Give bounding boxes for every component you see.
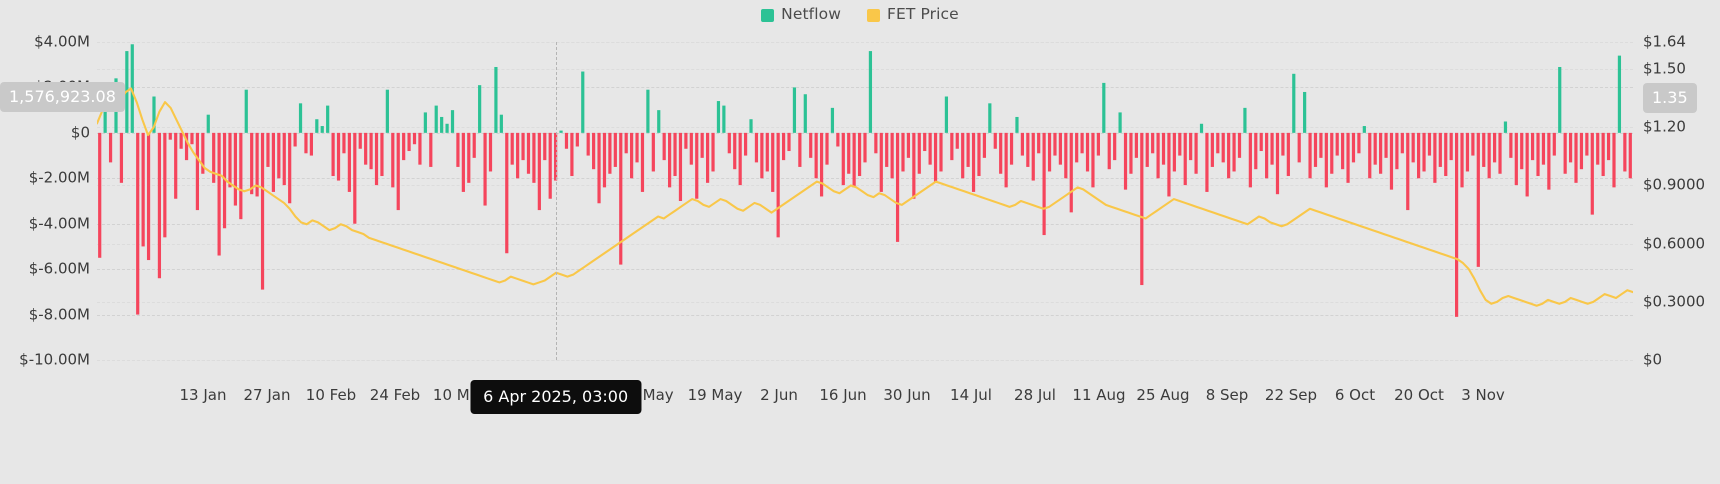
right-axis-tick: $1.50: [1643, 59, 1686, 78]
gridline: [97, 314, 1633, 316]
right-y-axis: $1.64 $1.50 $1.20 $0.9000 $0.6000 $0.3000 $0: [1643, 34, 1720, 367]
netflow-bars-layer: [97, 42, 1633, 360]
x-axis-tick: 2 Jun: [760, 386, 798, 404]
gridline: [97, 69, 1633, 71]
x-axis-tick: 25 Aug: [1136, 386, 1190, 404]
gridline: [97, 185, 1633, 187]
left-axis-tick: $-6.00M: [28, 259, 90, 278]
x-axis-tick: 8 Sep: [1205, 386, 1249, 404]
legend-item-netflow[interactable]: Netflow: [761, 7, 841, 23]
gridline: [97, 42, 1633, 43]
gridlines: [97, 42, 1633, 361]
gridline: [97, 301, 1633, 303]
left-axis-tick: $-10.00M: [19, 350, 90, 369]
gridline: [97, 223, 1633, 225]
gridline: [97, 87, 1633, 89]
x-axis-tick: 14 Jul: [950, 386, 992, 404]
x-axis-tick: 13 Jan: [179, 386, 227, 404]
right-axis-tick: $1.64: [1643, 32, 1686, 51]
right-axis-tick: $0.3000: [1643, 292, 1706, 311]
date-tooltip: 6 Apr 2025, 03:00: [470, 380, 642, 414]
left-axis-tick: $-8.00M: [28, 305, 90, 324]
square-swatch-icon: [867, 8, 880, 22]
square-swatch-icon: [761, 8, 775, 22]
left-axis-tick: $0: [70, 123, 90, 142]
x-axis-tick: 28 Jul: [1014, 386, 1056, 404]
plot-area[interactable]: [97, 42, 1633, 361]
right-axis-value-badge: 1.35: [1643, 83, 1697, 114]
gridline: [97, 178, 1633, 180]
x-axis-tick: 6 Oct: [1334, 386, 1376, 404]
gridline: [97, 243, 1633, 245]
right-axis-tick: $0.9000: [1643, 175, 1706, 194]
fet-price-line-layer: [97, 42, 1633, 360]
x-axis-tick: 20 Oct: [1394, 386, 1444, 404]
fet-price-line: [97, 87, 1633, 307]
x-axis-tick: 10 Feb: [305, 386, 357, 404]
x-axis-tick: 27 Jan: [243, 386, 291, 404]
right-axis-tick: $0: [1643, 350, 1663, 369]
legend-label-netflow: Netflow: [781, 5, 841, 24]
x-axis-tick: 11 Aug: [1072, 386, 1126, 404]
x-axis-tick: 22 Sep: [1264, 386, 1318, 404]
crosshair-vertical-line: [555, 42, 557, 360]
gridline: [97, 360, 1633, 361]
legend-label-fet-price: FET Price: [887, 5, 959, 24]
chart-legend: Netflow FET Price: [0, 0, 1720, 30]
gridline: [97, 127, 1633, 129]
x-axis-tick: 30 Jun: [883, 386, 931, 404]
x-axis-tick: 16 Jun: [819, 386, 867, 404]
x-axis-tick: 19 May: [687, 386, 743, 404]
left-axis-tick: $-2.00M: [28, 168, 90, 187]
netflow-bars: [98, 44, 1632, 317]
x-axis-tick: 3 Nov: [1461, 386, 1505, 404]
left-axis-tick: $4.00M: [34, 32, 90, 51]
right-axis-tick: $0.6000: [1643, 234, 1706, 253]
left-axis-value-badge: 1,576,923.08: [0, 82, 125, 113]
right-axis-tick: $1.20: [1643, 117, 1686, 136]
left-axis-tick: $-4.00M: [28, 214, 90, 233]
gridline: [97, 269, 1633, 271]
legend-item-fet-price[interactable]: FET Price: [867, 7, 959, 23]
x-axis-tick: 24 Feb: [369, 386, 421, 404]
crosshair-layer: [97, 42, 1633, 360]
